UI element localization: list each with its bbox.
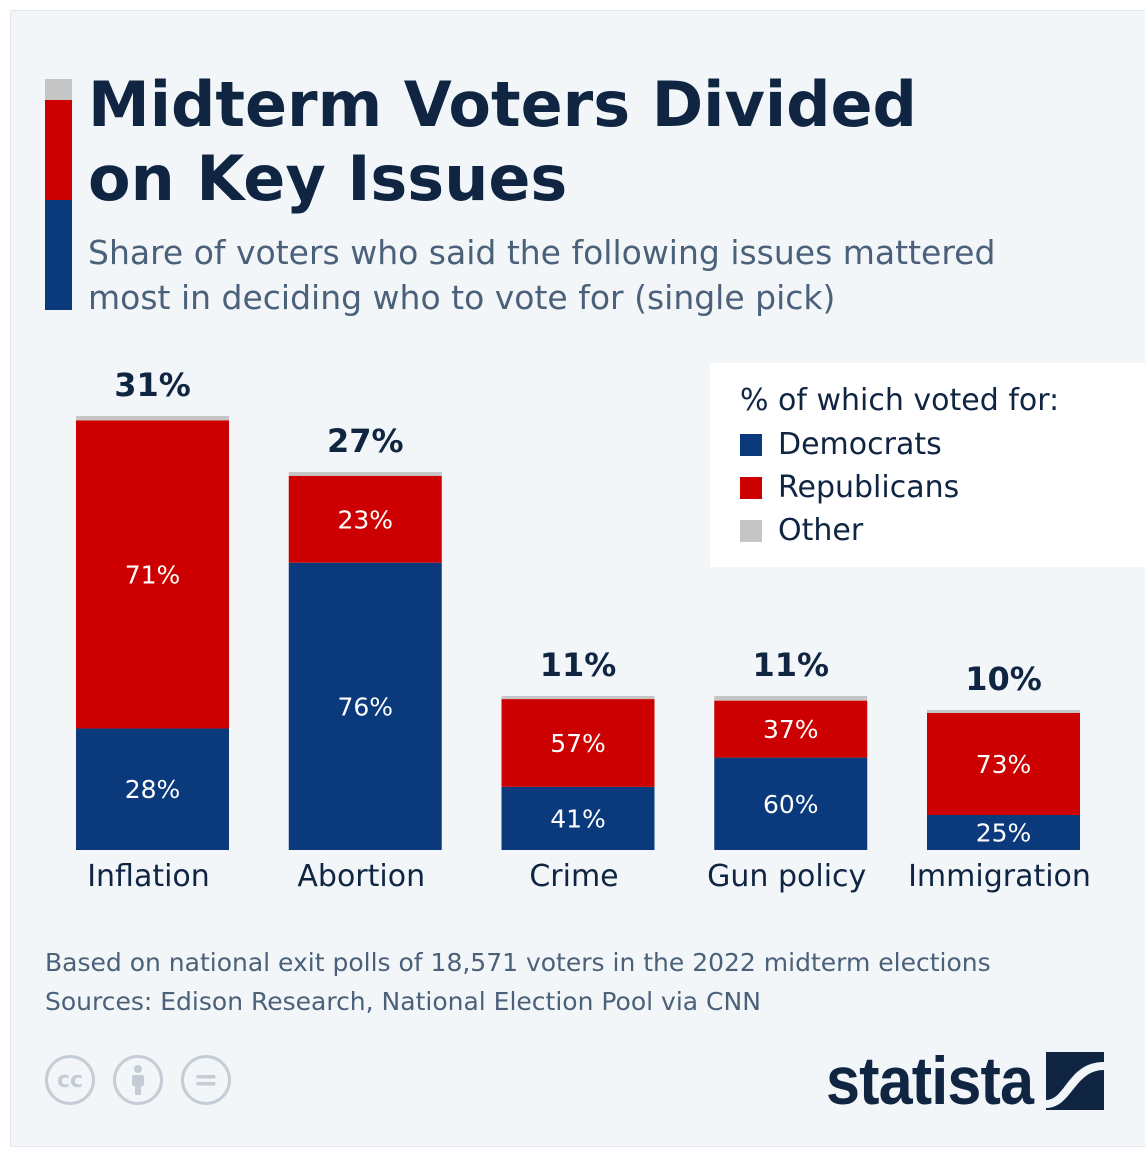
bar-segment-democrats [927, 815, 1080, 850]
legend-label: Other [778, 513, 864, 548]
legend: % of which voted for: Democrats Republic… [710, 363, 1145, 567]
category-label: Inflation [87, 859, 210, 894]
legend-swatch [740, 519, 762, 542]
legend-title: % of which voted for: [740, 383, 1060, 418]
segment-label: 28% [125, 775, 181, 804]
total-label: 11% [540, 646, 617, 684]
segment-label: 37% [763, 715, 819, 744]
segment-label: 57% [550, 729, 606, 758]
cc-icon[interactable]: cc [45, 1055, 95, 1105]
legend-item-democrats: Democrats [740, 427, 942, 462]
segment-label: 41% [550, 804, 606, 833]
bar-segment-republicans [288, 475, 442, 563]
bar-segment-democrats [76, 728, 229, 850]
title-line: Midterm Voters Divided [88, 68, 917, 141]
bar-segment-other [501, 696, 655, 700]
statista-logo[interactable]: statista [826, 1042, 1105, 1120]
subtitle-line: Share of voters who said the following i… [88, 233, 996, 272]
segment-label: 71% [125, 560, 181, 589]
bar-segment-other [76, 416, 229, 421]
title-line: on Key Issues [88, 142, 568, 215]
statista-logo-icon [1046, 1052, 1105, 1110]
total-label: 10% [965, 660, 1042, 698]
category-label: Gun policy [707, 859, 866, 894]
segment-label: 60% [763, 790, 819, 819]
category-label: Abortion [297, 859, 425, 894]
legend-swatch [740, 476, 762, 499]
segment-label: 25% [976, 819, 1032, 848]
segment-label: 76% [337, 692, 393, 721]
bar-segment-other [927, 710, 1080, 713]
title-accent-bar [45, 79, 72, 310]
segment-label: 73% [976, 750, 1032, 779]
chart-title: Midterm Voters Divided on Key Issues [88, 68, 917, 216]
attribution-icon[interactable] [113, 1055, 163, 1105]
category-label: Immigration [908, 859, 1091, 894]
total-label: 11% [752, 646, 829, 684]
bar-segment-democrats [714, 757, 868, 850]
category-label: Crime [529, 859, 618, 894]
bar-segment-republicans [76, 420, 229, 729]
bar-segment-republicans [927, 712, 1080, 815]
bar-segment-democrats [501, 786, 655, 850]
segment-label: 23% [337, 505, 393, 534]
legend-label: Democrats [778, 427, 942, 462]
bar-segment-other [714, 696, 868, 701]
legend-item-republicans: Republicans [740, 470, 959, 505]
bar-segment-republicans [501, 699, 655, 787]
logo-text: statista [826, 1043, 1034, 1119]
legend-label: Republicans [778, 470, 960, 505]
no-derivatives-icon[interactable]: = [181, 1055, 231, 1105]
sources: Sources: Edison Research, National Elect… [45, 987, 761, 1016]
total-label: 27% [327, 422, 404, 460]
bar-segment-republicans [714, 700, 868, 758]
footnote: Based on national exit polls of 18,571 v… [45, 948, 991, 977]
bar-segment-other [288, 472, 442, 476]
total-label: 31% [114, 366, 191, 404]
chart-subtitle: Share of voters who said the following i… [88, 230, 1128, 320]
subtitle-line: most in deciding who to vote for (single… [88, 278, 836, 317]
bar-segment-democrats [288, 562, 442, 850]
legend-item-other: Other [740, 513, 863, 548]
legend-swatch [740, 433, 762, 456]
